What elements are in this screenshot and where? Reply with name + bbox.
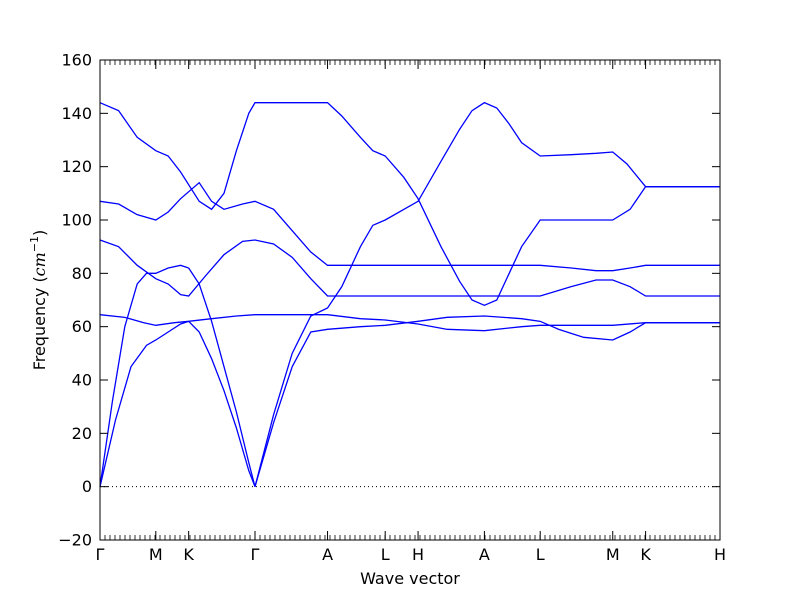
x-tick-label-1: Γ (96, 545, 105, 564)
dispersion-branch-1 (99, 320, 189, 487)
y-tick-label: 160 (61, 51, 92, 70)
dispersion-branch-3 (254, 315, 720, 487)
y-tick-label: 20 (72, 424, 92, 443)
plot-area (100, 60, 720, 540)
y-axis-title: Frequency (cm−1) (28, 230, 49, 371)
y-tick-label: 40 (72, 371, 92, 390)
x-tick-label-8: A (479, 545, 490, 564)
dispersion-branch-4 (99, 264, 189, 487)
x-tick-label-4: Γ (251, 545, 260, 564)
x-tick-label-7: H (412, 545, 424, 564)
series-layer (99, 101, 720, 487)
dispersion-branch-9 (99, 181, 720, 272)
x-tick-label-2: M (149, 545, 163, 564)
plot-background (100, 60, 720, 540)
dispersion-branch-6 (254, 101, 720, 487)
x-tick-label-3: K (183, 545, 194, 564)
x-tick-label-10: M (606, 545, 620, 564)
x-axis-title: Wave vector (360, 569, 460, 588)
y-tick-label: 80 (72, 264, 92, 283)
dispersion-branch-8 (99, 239, 720, 297)
y-tick-label: 140 (61, 104, 92, 123)
x-tick-label-11: K (640, 545, 651, 564)
x-tick-label-9: L (536, 545, 545, 564)
y-tick-label: −20 (58, 531, 92, 550)
y-axis-ticks: −20 0 20 40 60 80 100 120 140 160 (58, 51, 720, 550)
y-tick-label: 120 (61, 157, 92, 176)
x-tick-label-12: H (714, 545, 726, 564)
dispersion-branch-2 (188, 320, 256, 487)
x-tick-label-6: L (381, 545, 390, 564)
dispersion-branch-7 (99, 314, 720, 332)
y-tick-label: 100 (61, 211, 92, 230)
y-tick-label: 0 (82, 477, 92, 496)
y-tick-label: 60 (72, 317, 92, 336)
x-tick-label-5: A (322, 545, 333, 564)
dispersion-branch-10 (99, 102, 720, 307)
